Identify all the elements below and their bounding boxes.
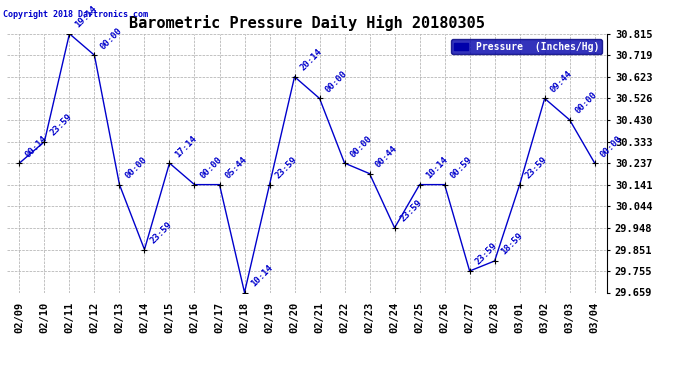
Text: 00:44: 00:44: [374, 144, 399, 170]
Text: 00:00: 00:00: [574, 90, 599, 116]
Text: 00:14: 00:14: [23, 134, 49, 159]
Text: 20:14: 20:14: [299, 47, 324, 72]
Text: 23:59: 23:59: [274, 155, 299, 180]
Text: 23:59: 23:59: [524, 155, 549, 180]
Text: 10:14: 10:14: [424, 155, 449, 180]
Text: Copyright 2018 Dartronics.com: Copyright 2018 Dartronics.com: [3, 10, 148, 19]
Text: 05:44: 05:44: [224, 155, 249, 180]
Text: 19:14: 19:14: [74, 4, 99, 30]
Text: 23:59: 23:59: [48, 112, 74, 138]
Text: 17:14: 17:14: [174, 134, 199, 159]
Text: 00:59: 00:59: [448, 155, 474, 180]
Text: 23:59: 23:59: [399, 198, 424, 223]
Text: 00:00: 00:00: [348, 134, 374, 159]
Text: 18:59: 18:59: [499, 231, 524, 257]
Legend: Pressure  (Inches/Hg): Pressure (Inches/Hg): [451, 39, 602, 54]
Text: 00:00: 00:00: [99, 26, 124, 51]
Text: 23:59: 23:59: [474, 242, 499, 267]
Title: Barometric Pressure Daily High 20180305: Barometric Pressure Daily High 20180305: [129, 15, 485, 31]
Text: 10:14: 10:14: [248, 263, 274, 288]
Text: 00:00: 00:00: [124, 155, 149, 180]
Text: 23:59: 23:59: [148, 220, 174, 245]
Text: 00:00: 00:00: [599, 134, 624, 159]
Text: 09:44: 09:44: [549, 69, 574, 94]
Text: 00:00: 00:00: [324, 69, 349, 94]
Text: 00:00: 00:00: [199, 155, 224, 180]
